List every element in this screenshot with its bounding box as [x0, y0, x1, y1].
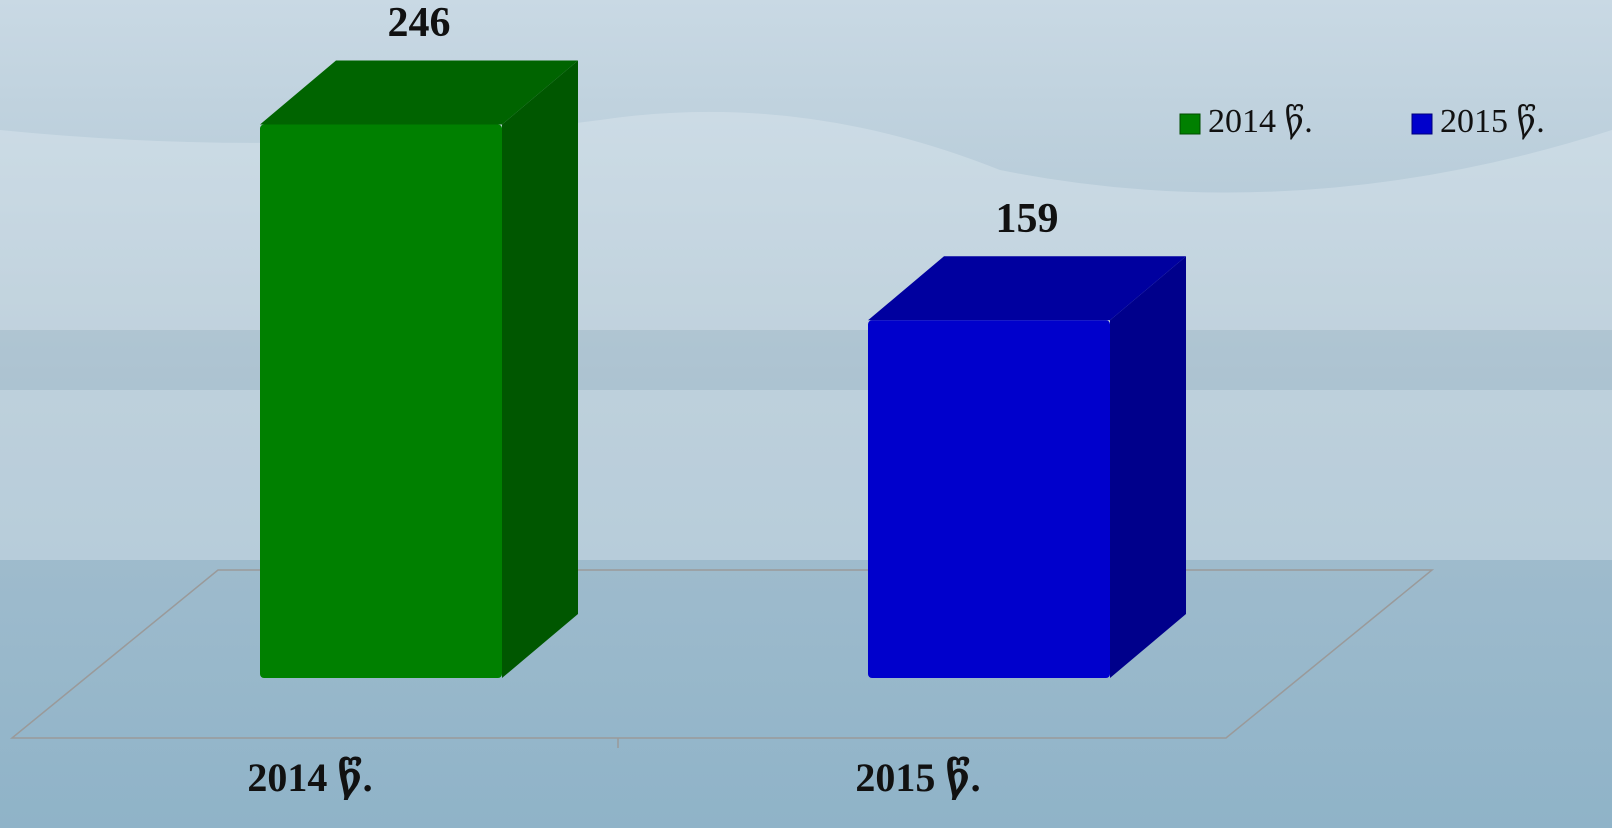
legend-swatch [1411, 113, 1433, 135]
legend-label: 2014 წ. [1208, 103, 1313, 140]
bar-side [502, 60, 578, 678]
bar-top [868, 256, 1186, 321]
data-label: 246 [388, 0, 451, 46]
bar [260, 124, 502, 678]
legend-swatch [1179, 113, 1201, 135]
x-tick-label: 2015 წ. [855, 755, 980, 800]
bar [868, 320, 1110, 678]
x-tick-label: 2014 წ. [247, 755, 372, 800]
data-label: 159 [996, 196, 1059, 242]
legend-label: 2015 წ. [1440, 103, 1545, 140]
bar-top [260, 60, 578, 125]
bar-side [1110, 256, 1186, 678]
